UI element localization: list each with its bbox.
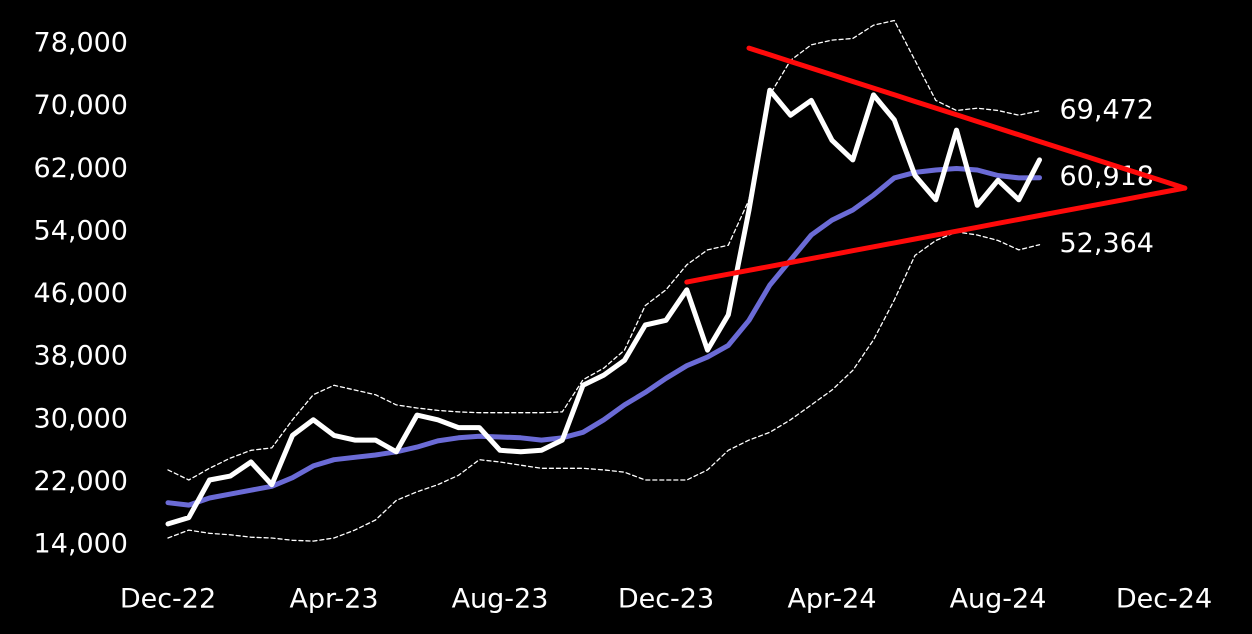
y-tick-label: 46,000 [34, 278, 128, 309]
x-tick-label: Apr-24 [787, 584, 876, 615]
y-tick-label: 38,000 [34, 341, 128, 372]
y-tick-label: 62,000 [34, 153, 128, 184]
y-tick-label: 54,000 [34, 215, 128, 246]
series-line [165, 166, 1042, 508]
y-tick-label: 14,000 [34, 529, 128, 560]
series-line [684, 185, 1188, 285]
end-value-label: 69,472 [1060, 94, 1154, 125]
band-line [167, 231, 1041, 542]
y-tick-label: 70,000 [34, 90, 128, 121]
x-tick-label: Aug-23 [452, 584, 549, 615]
series-line [746, 45, 1188, 191]
x-tick-label: Dec-22 [120, 584, 216, 615]
y-tick-label: 30,000 [34, 403, 128, 434]
end-value-label: 60,918 [1060, 161, 1154, 192]
series-line [165, 87, 1042, 527]
y-tick-label: 22,000 [34, 466, 128, 497]
x-tick-label: Aug-24 [950, 584, 1047, 615]
x-tick-label: Apr-23 [289, 584, 378, 615]
x-tick-label: Dec-24 [1116, 584, 1212, 615]
x-tick-label: Dec-23 [618, 584, 714, 615]
y-tick-label: 78,000 [34, 28, 128, 59]
end-value-label: 52,364 [1060, 228, 1154, 259]
band-line [167, 19, 1041, 481]
